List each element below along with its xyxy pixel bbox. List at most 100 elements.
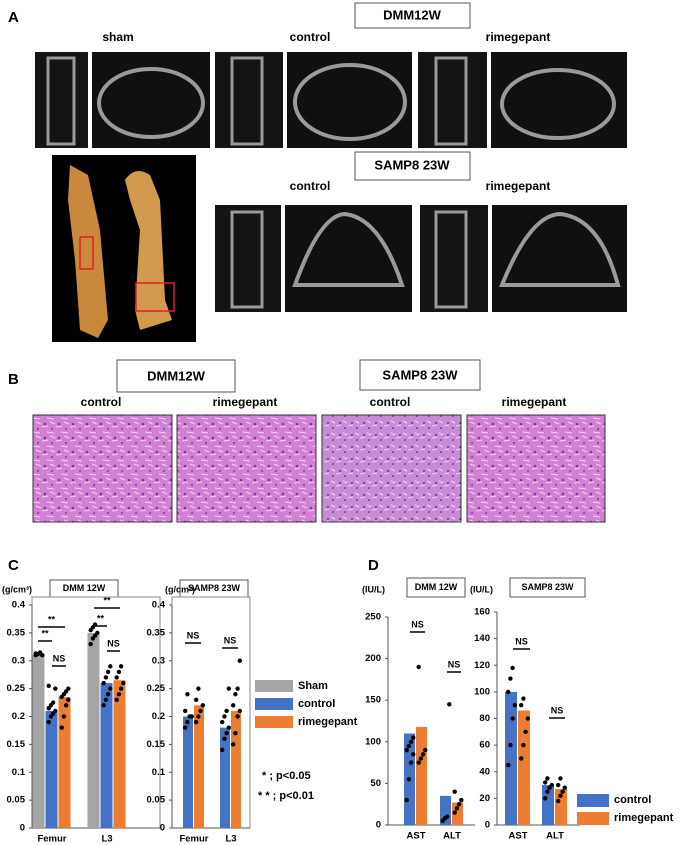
data-point [101,680,106,686]
data-point [543,780,548,785]
y-tick-label: 0.05 [147,795,166,806]
bar [183,716,193,828]
condition-label: control [290,30,331,44]
data-point [452,810,457,815]
legend-swatch [255,698,293,710]
bar [220,727,230,828]
y-tick-label: 40 [479,766,490,777]
x-tick-label: AST [407,831,426,842]
data-point [231,703,236,708]
data-point [523,729,528,735]
group-title: SAMP8 23W [374,157,450,172]
data-point [66,686,71,691]
condition-label: rimegepant [486,30,551,44]
y-tick-label: 250 [365,612,381,623]
data-point [114,697,119,702]
data-point [233,692,238,697]
data-point [411,735,416,740]
x-tick-label: Femur [179,834,208,845]
data-point [118,664,124,669]
data-point [447,702,452,707]
chart-title: DMM 12W [63,583,106,593]
significance-label: NS [411,619,424,629]
data-point [53,686,58,691]
data-point [198,708,203,714]
data-point [40,652,45,658]
y-tick-label: 160 [474,607,490,618]
bar [32,655,45,828]
y-tick-label: 150 [365,695,381,706]
y-axis-label: (g/cm³) [2,584,32,594]
data-point [183,708,188,714]
data-point [114,675,119,680]
data-point [103,697,109,702]
condition-label: control [81,395,122,409]
legend-swatch [577,794,609,807]
bar [87,632,100,828]
data-point [512,702,517,708]
legend-label: control [298,698,335,710]
x-tick-label: ALT [546,831,564,842]
data-point [59,725,64,730]
data-point [519,756,524,761]
data-point [459,797,464,803]
significance-label: NS [448,659,461,669]
y-tick-label: 0.25 [147,683,166,694]
data-point [222,714,227,719]
ct-images [215,205,627,312]
data-point [418,756,424,761]
bar [505,691,517,825]
bar [100,683,113,828]
y-tick-label: 120 [474,660,490,671]
title-box [509,577,586,598]
legend-label: rimegepant [614,812,674,824]
significance-label: NS [107,638,120,648]
condition-label: rimegepant [486,179,551,193]
significance-key: * * ; p<0.01 [258,790,314,802]
data-point [558,776,563,781]
data-point [233,731,238,736]
data-point [66,697,71,702]
data-point [183,725,188,730]
data-point [416,664,421,670]
bar [113,680,126,828]
y-tick-label: 0.25 [7,683,26,694]
panel-label: D [368,557,379,574]
data-point [53,708,58,714]
chart-title: SAMP8 23W [521,582,574,592]
data-point [222,736,227,741]
data-point [105,692,111,697]
data-point [543,796,548,801]
y-tick-label: 20 [479,793,490,804]
data-point [116,692,122,697]
condition-label: control [370,395,411,409]
data-point [235,714,240,719]
y-tick-label: 100 [365,736,381,747]
data-point [185,719,190,725]
group-box [354,2,471,29]
legend-swatch [577,812,609,825]
data-point [46,719,51,725]
y-axis-label: (g/cm³) [165,584,195,594]
data-point [558,793,563,798]
data-point [118,686,124,691]
significance-label: NS [551,705,564,715]
y-tick-label: 140 [474,633,490,644]
data-point [456,802,462,807]
bar [231,710,241,828]
data-point [121,680,126,686]
significance-label: ** [103,595,111,605]
group-title: DMM12W [383,7,442,22]
bar [194,705,204,828]
data-point [452,789,457,794]
y-tick-label: 60 [479,740,490,751]
data-point [404,797,409,803]
bone-3d-image [52,155,196,342]
data-point [545,789,550,794]
data-point [556,798,561,804]
condition-label: rimegepant [502,395,567,409]
data-point [420,752,426,757]
x-tick-label: L3 [101,834,112,845]
bar [542,785,554,825]
